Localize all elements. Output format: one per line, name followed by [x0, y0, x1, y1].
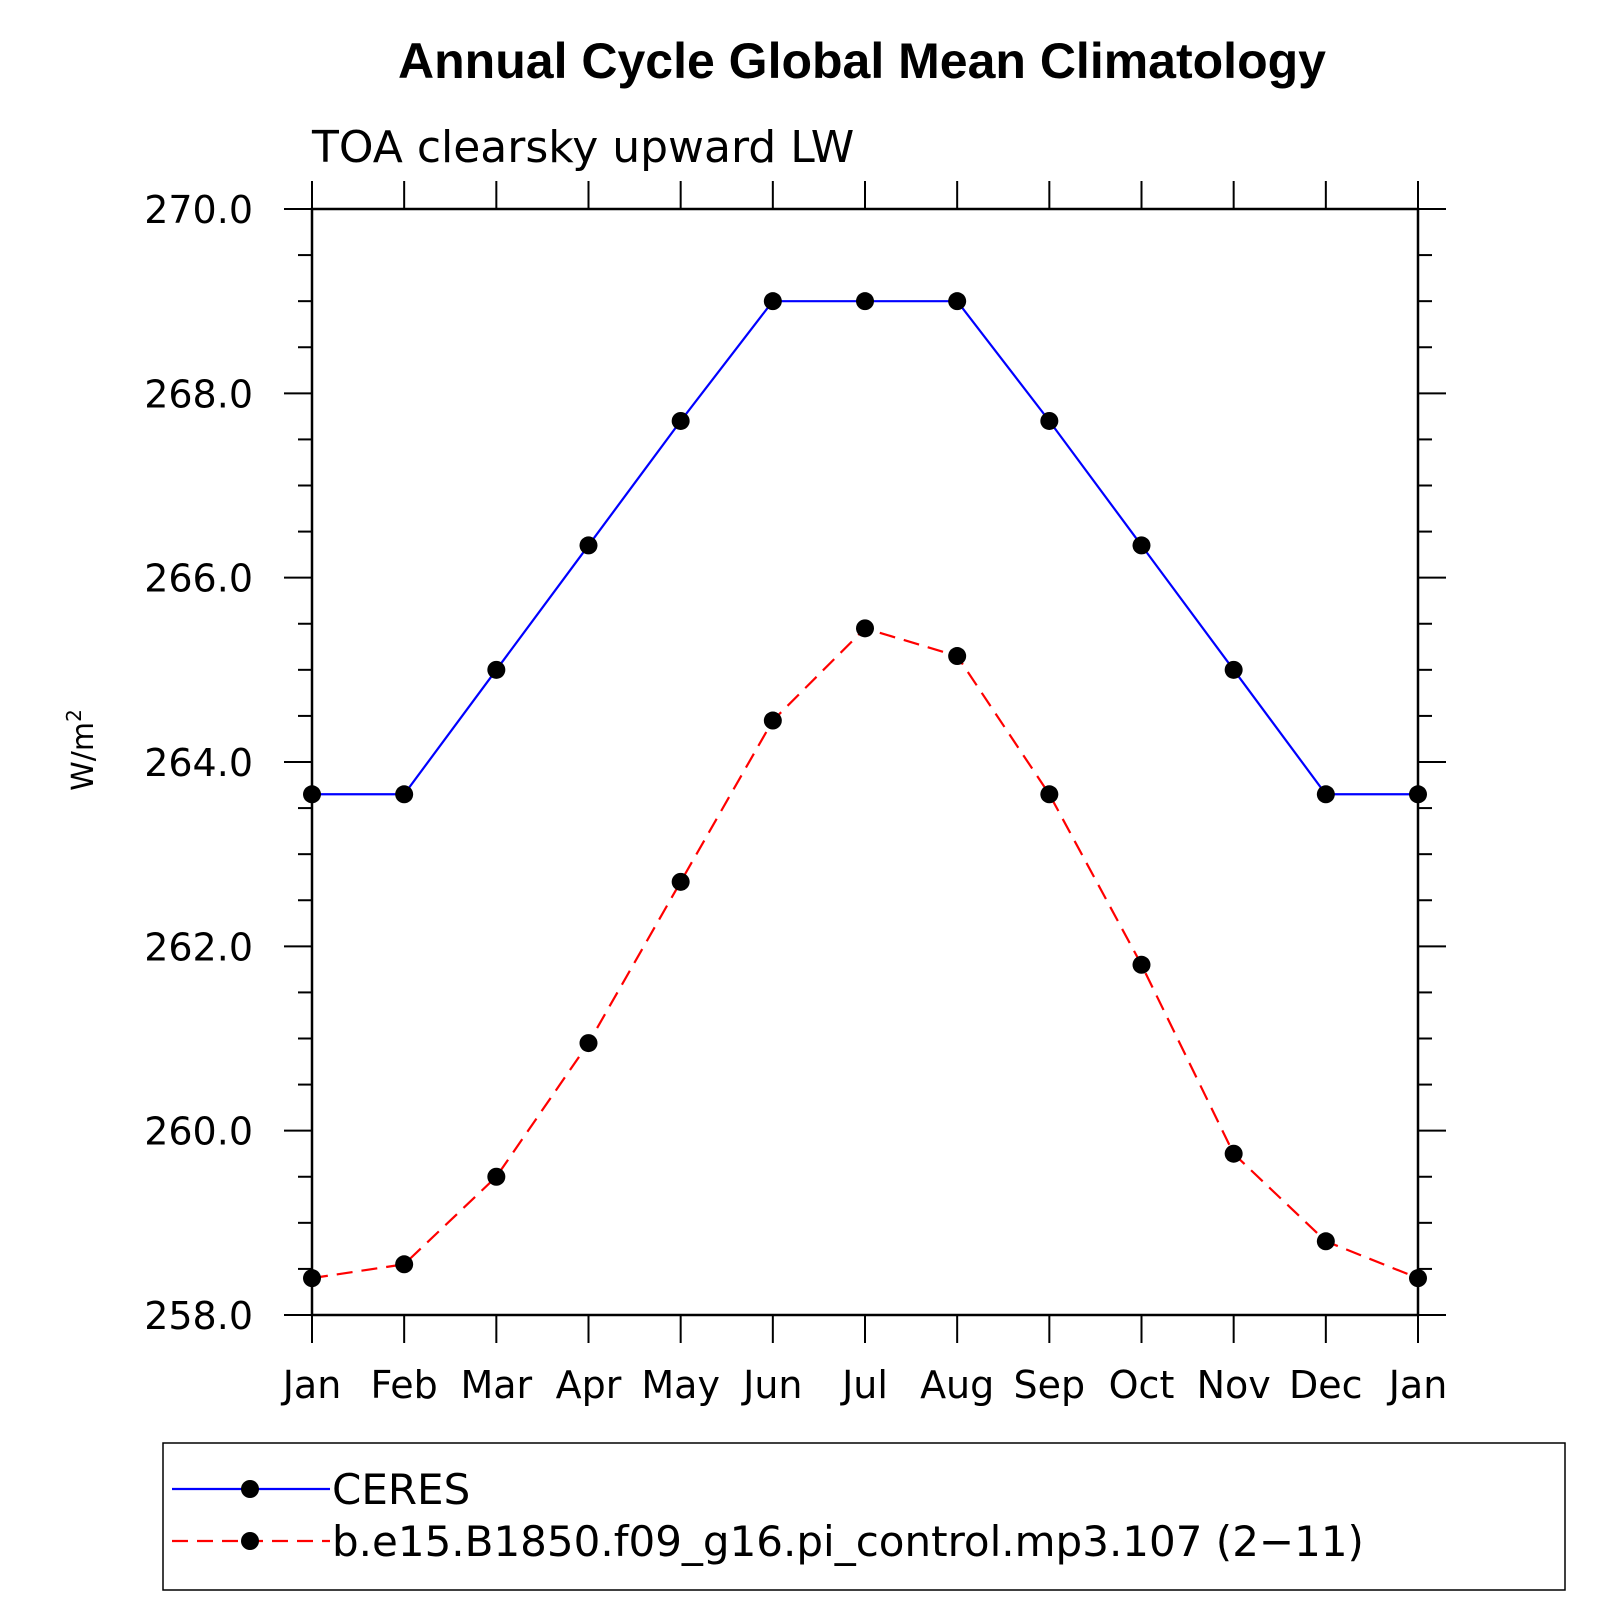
y-tick-label: 258.0 [144, 1294, 253, 1338]
y-tick-labels: 258.0 260.0 262.0 264.0 266.0 268.0 270.0 [144, 188, 253, 1338]
y-tick-label: 266.0 [144, 557, 253, 601]
plot-frame [310, 207, 1420, 1317]
x-tick-label: Dec [1289, 1363, 1363, 1407]
x-tick-label: May [641, 1363, 720, 1407]
x-tick-label: Sep [1014, 1363, 1086, 1407]
data-point [487, 660, 506, 679]
legend-marker [241, 1532, 259, 1550]
series-line [311, 627, 1419, 1280]
data-point [763, 711, 782, 730]
y-axis-label: W/m2 [62, 709, 101, 791]
axis-ticks [284, 181, 1446, 1343]
legend-marker [241, 1480, 259, 1498]
y-tick-label: 268.0 [144, 372, 253, 416]
data-point [856, 292, 874, 311]
y-tick-label: 262.0 [144, 925, 253, 969]
data-point [1316, 1232, 1335, 1251]
x-tick-label: Jan [1387, 1363, 1448, 1407]
data-point [671, 872, 690, 891]
data-point [1132, 536, 1151, 555]
data-point [487, 1167, 506, 1186]
x-tick-label: Mar [460, 1363, 532, 1407]
y-tick-label: 264.0 [144, 741, 253, 785]
x-tick-label: Jan [281, 1363, 342, 1407]
data-point [395, 1255, 414, 1274]
data-point [763, 292, 782, 311]
data-point [1316, 785, 1335, 804]
x-tick-label: Apr [556, 1363, 622, 1407]
x-tick-label: Nov [1197, 1363, 1271, 1407]
chart-title: Annual Cycle Global Mean Climatology [398, 33, 1326, 89]
x-tick-label: Jun [741, 1363, 802, 1407]
data-point [671, 411, 690, 430]
y-tick-label: 260.0 [144, 1110, 253, 1154]
series-line [312, 300, 1418, 796]
data-point [579, 536, 598, 555]
data-point [579, 1034, 598, 1053]
x-tick-label: Feb [371, 1363, 438, 1407]
y-tick-label: 270.0 [144, 188, 253, 232]
y-axis-label-superscript: 2 [62, 709, 86, 722]
x-tick-label: Jul [840, 1363, 888, 1407]
data-point [395, 785, 414, 804]
data-point [1040, 785, 1059, 804]
legend: CERESb.e15.B1850.f09_g16.pi_control.mp3.… [162, 1442, 1566, 1591]
x-tick-labels: Jan Feb Mar Apr May Jun Jul Aug Sep Oct Nov Dec Jan [281, 1363, 1448, 1407]
data-point [948, 292, 967, 311]
x-tick-label: Aug [920, 1363, 994, 1407]
data-point [1132, 955, 1151, 974]
chart-subtitle: TOA clearsky upward LW [311, 122, 854, 173]
data-point [1040, 411, 1059, 430]
x-tick-label: Oct [1109, 1363, 1175, 1407]
legend-box [162, 1442, 1566, 1591]
legend-label: b.e15.B1850.f09_g16.pi_control.mp3.107 (… [332, 1517, 1364, 1566]
data-point [1224, 660, 1243, 679]
legend-label: CERES [332, 1465, 470, 1514]
data-point [856, 619, 874, 638]
data-point [1224, 1144, 1243, 1163]
series-group [303, 292, 1427, 1288]
data-point [948, 647, 967, 666]
